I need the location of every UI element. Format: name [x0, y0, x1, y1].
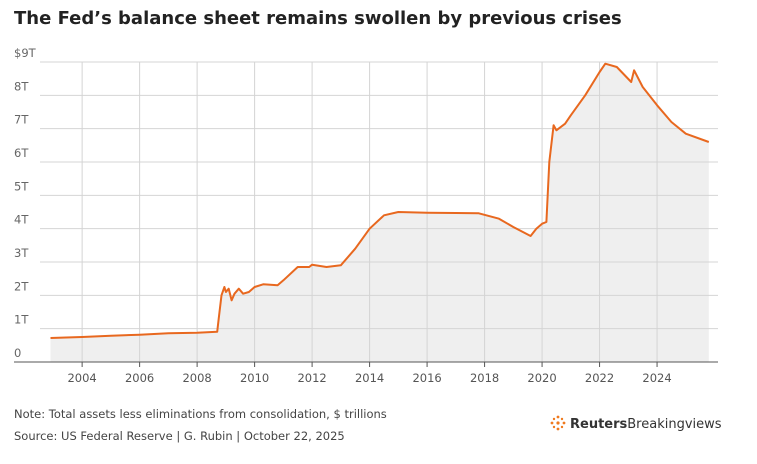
brand: ReutersBreakingviews	[570, 417, 722, 432]
y-tick-label: $9T	[14, 46, 37, 60]
note: Note: Total assets less eliminations fro…	[14, 407, 387, 421]
x-tick-label: 2022	[585, 371, 614, 385]
brand-logo	[550, 415, 566, 431]
chart-title: The Fed’s balance sheet remains swollen …	[14, 8, 622, 29]
y-tick-label: 7T	[14, 113, 29, 127]
x-tick-label: 2008	[182, 371, 211, 385]
source: Source: US Federal Reserve | G. Rubin | …	[14, 429, 345, 443]
x-tick-label: 2004	[67, 371, 96, 385]
line	[50, 62, 710, 339]
y-tick-label: 8T	[14, 79, 29, 93]
x-tick-label: 2012	[297, 371, 326, 385]
x-tick-label: 2014	[355, 371, 384, 385]
x-tick-label: 2006	[125, 371, 154, 385]
y-tick-label: 4T	[14, 213, 29, 227]
x-tick-label: 2024	[642, 371, 671, 385]
brand-light: Breakingviews	[627, 417, 722, 432]
y-tick-label: 6T	[14, 146, 29, 160]
x-tick-label: 2010	[240, 371, 269, 385]
y-tick-label: 3T	[14, 246, 29, 260]
y-tick-label: 1T	[14, 313, 29, 327]
y-tick-label: 2T	[14, 279, 29, 293]
x-tick-label: 2016	[412, 371, 441, 385]
y-tick-label: 5T	[14, 179, 29, 193]
y-tick-label: 0	[14, 346, 21, 360]
brand-bold: Reuters	[570, 417, 628, 432]
x-tick-label: 2018	[470, 371, 499, 385]
x-tick-label: 2020	[527, 371, 556, 385]
area	[50, 63, 709, 362]
